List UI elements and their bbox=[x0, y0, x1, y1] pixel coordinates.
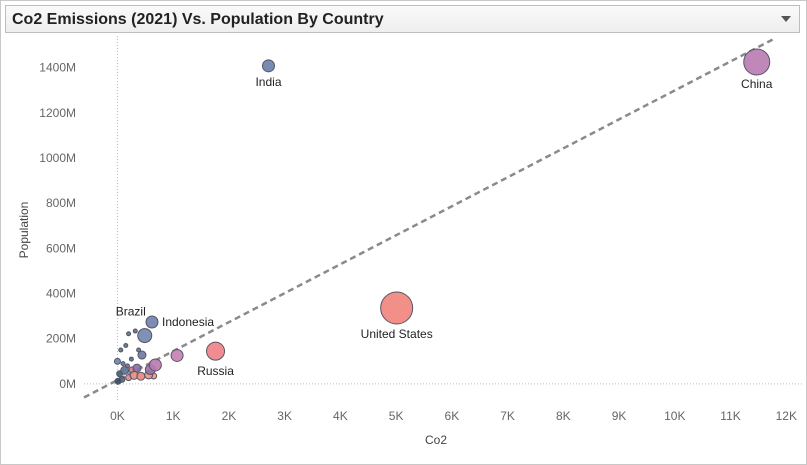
point-label: India bbox=[255, 75, 281, 89]
chart-title: Co2 Emissions (2021) Vs. Population By C… bbox=[12, 11, 384, 28]
data-point bbox=[128, 356, 134, 362]
data-point bbox=[120, 361, 126, 367]
x-tick-label: 3K bbox=[277, 409, 292, 423]
data-point bbox=[132, 328, 138, 334]
point-label: Russia bbox=[197, 364, 234, 378]
x-tick-label: 0K bbox=[110, 409, 125, 423]
x-tick-label: 11K bbox=[720, 409, 740, 423]
y-tick-label: 1200M bbox=[39, 106, 76, 120]
y-tick-label: 200M bbox=[46, 332, 76, 346]
data-point bbox=[123, 343, 129, 349]
y-tick-label: 800M bbox=[46, 196, 76, 210]
y-tick-label: 0M bbox=[59, 377, 76, 391]
x-tick-label: 2K bbox=[222, 409, 237, 423]
point-label: China bbox=[741, 77, 773, 91]
point-label: Indonesia bbox=[162, 315, 214, 329]
data-point bbox=[261, 59, 275, 73]
data-point bbox=[113, 357, 121, 365]
trend-line bbox=[83, 37, 776, 399]
y-tick-label: 1400M bbox=[39, 61, 76, 75]
x-tick-label: 10K bbox=[664, 409, 685, 423]
chevron-down-icon[interactable] bbox=[781, 16, 791, 22]
data-point bbox=[170, 348, 184, 362]
data-point bbox=[137, 328, 153, 344]
data-point bbox=[137, 350, 147, 360]
x-tick-label: 5K bbox=[389, 409, 404, 423]
data-point bbox=[206, 341, 226, 361]
data-point bbox=[743, 48, 771, 76]
data-point bbox=[120, 365, 130, 375]
x-tick-label: 1K bbox=[166, 409, 181, 423]
x-tick-label: 6K bbox=[445, 409, 460, 423]
y-tick-label: 400M bbox=[46, 287, 76, 301]
y-tick-label: 600M bbox=[46, 241, 76, 255]
x-tick-label: 9K bbox=[612, 409, 627, 423]
point-label: United States bbox=[361, 327, 433, 341]
y-axis-title: Population bbox=[17, 202, 31, 259]
x-tick-label: 4K bbox=[333, 409, 348, 423]
data-point bbox=[380, 291, 414, 325]
y-tick-label: 1000M bbox=[39, 151, 76, 165]
data-point bbox=[118, 347, 124, 353]
data-point bbox=[145, 315, 159, 329]
x-tick-label: 12K bbox=[776, 409, 797, 423]
point-label: Brazil bbox=[116, 305, 146, 319]
data-point bbox=[148, 358, 162, 372]
data-point bbox=[136, 371, 146, 381]
x-tick-label: 8K bbox=[556, 409, 571, 423]
x-tick-label: 7K bbox=[500, 409, 515, 423]
data-point bbox=[126, 331, 132, 337]
title-bar: Co2 Emissions (2021) Vs. Population By C… bbox=[5, 5, 800, 33]
data-point bbox=[114, 377, 122, 385]
x-axis-title: Co2 bbox=[425, 433, 447, 447]
